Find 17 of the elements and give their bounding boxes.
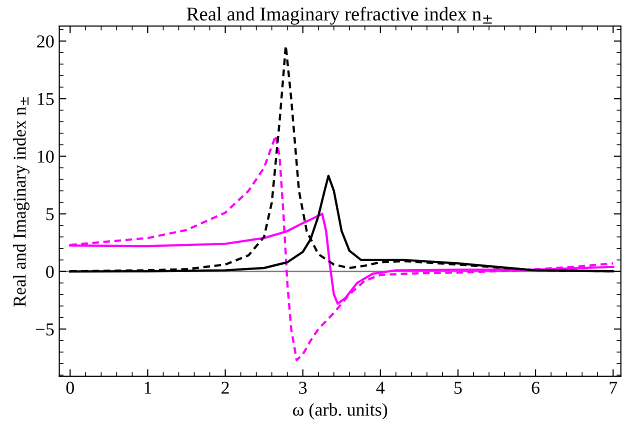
x-axis-title: ω (arb. units): [292, 403, 388, 420]
x-tick-label: 7: [610, 382, 618, 394]
x-tick-label: 0: [66, 382, 74, 394]
x-tick-label: 4: [376, 382, 385, 394]
chart-title: Real and Imaginary refractive index n$_{±}$: [186, 6, 492, 25]
y-tick-label: −5: [36, 323, 54, 336]
x-tick-label: 1: [144, 382, 152, 394]
y-tick-label: 15: [38, 93, 54, 106]
y-tick-label: 5: [46, 208, 54, 220]
y-axis-title: Real and Imaginary index n$_{±}$: [13, 97, 30, 307]
y-tick-label: 20: [37, 35, 54, 48]
x-tick-label: 3: [299, 382, 307, 394]
x-tick-label: 6: [532, 382, 540, 394]
x-tick-label: 2: [222, 382, 229, 394]
y-tick-label: 0: [46, 266, 54, 278]
y-tick-label: 10: [38, 150, 54, 163]
x-tick-label: 5: [454, 382, 462, 394]
